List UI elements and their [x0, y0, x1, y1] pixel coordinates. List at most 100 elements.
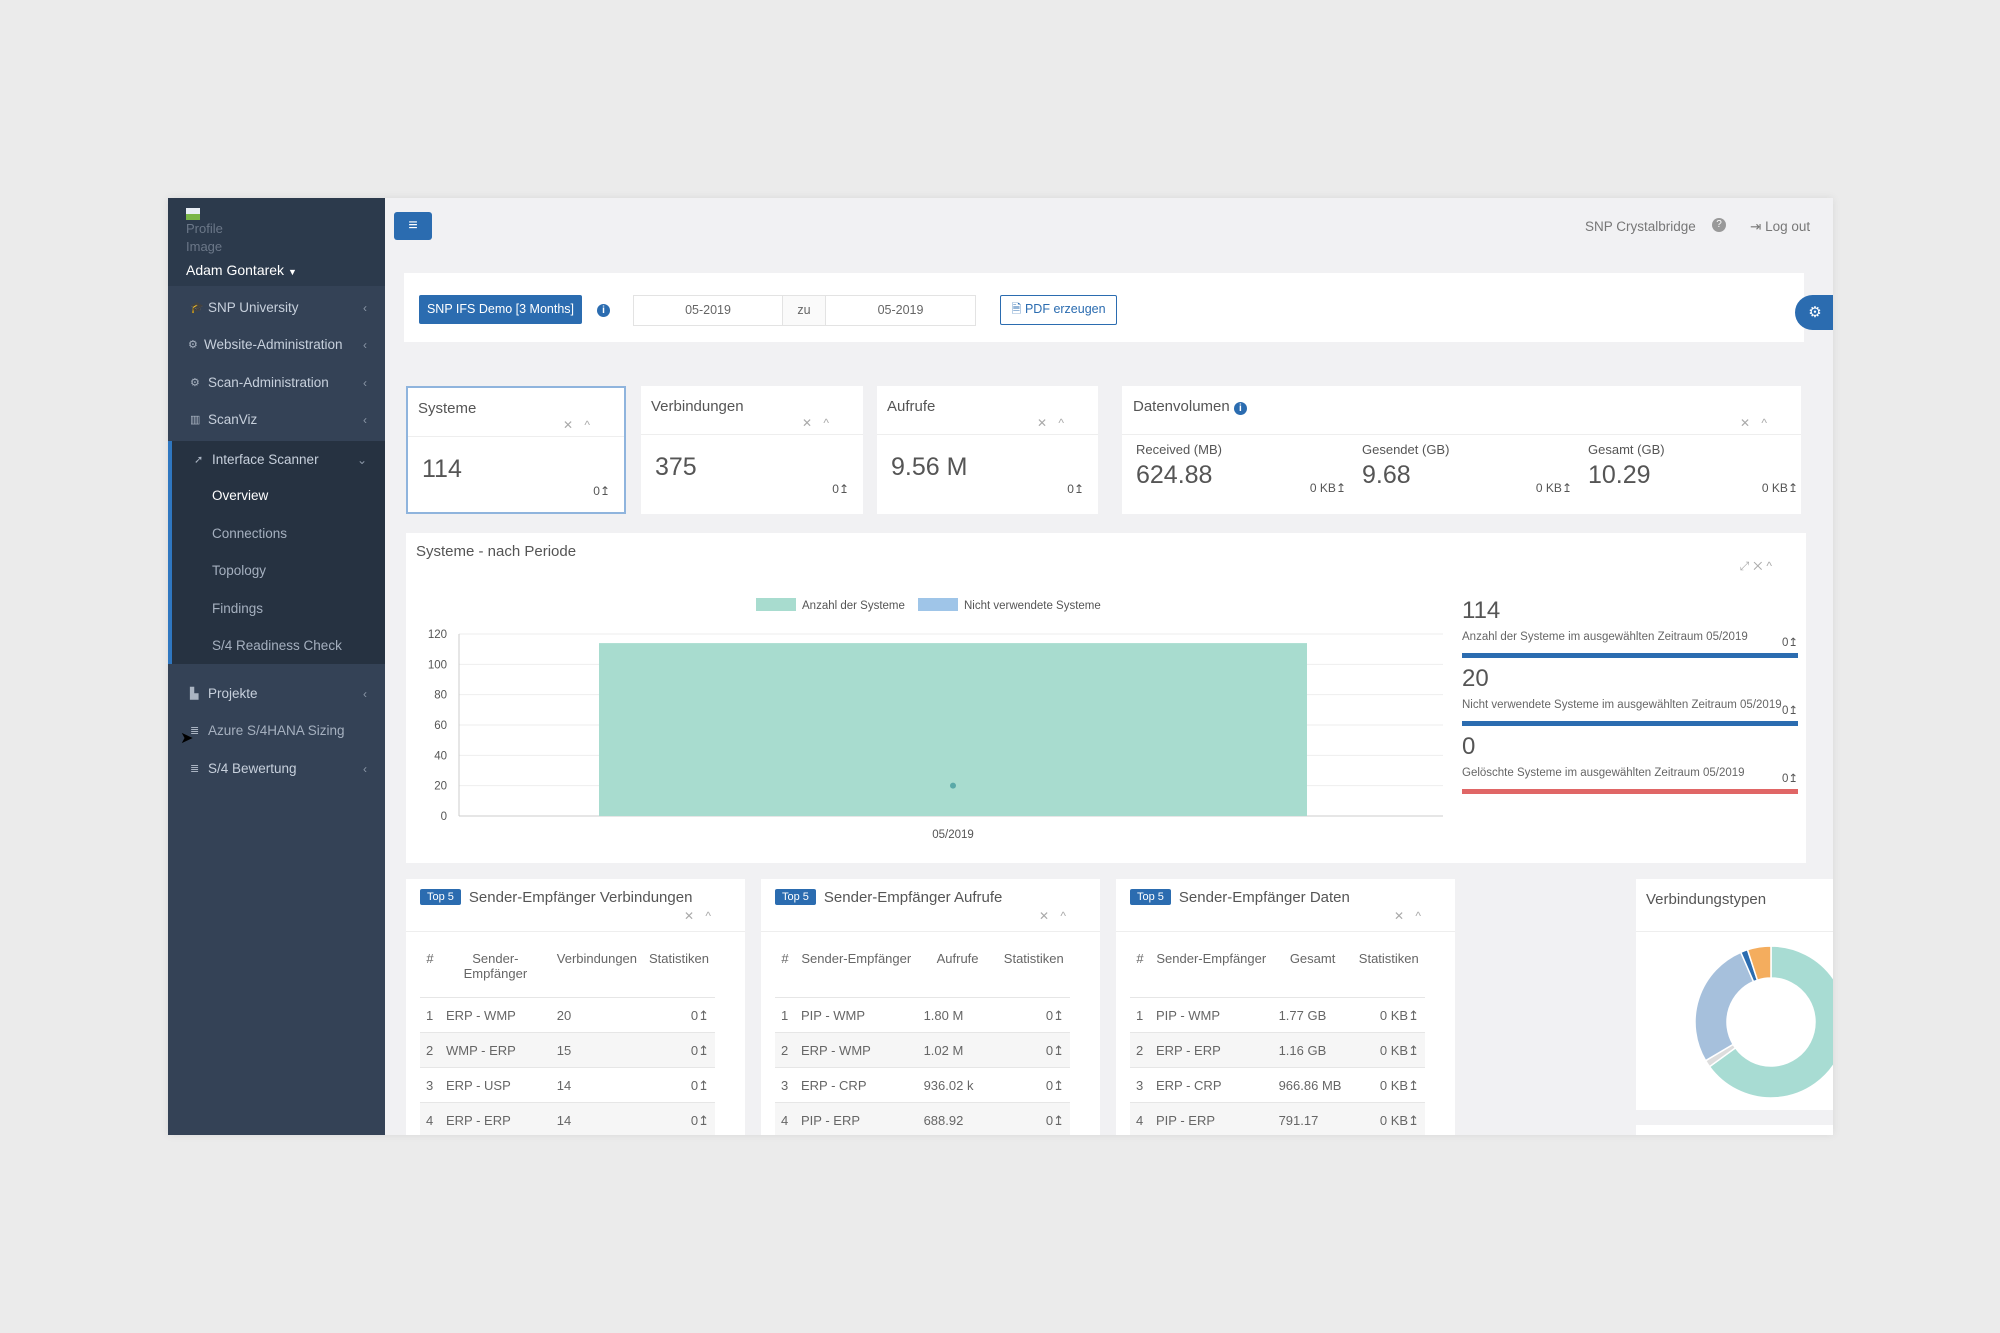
column-header[interactable]: Aufrufe	[936, 951, 979, 966]
info-icon[interactable]: i	[597, 304, 610, 317]
panel-tools[interactable]: ✕ ^	[1393, 909, 1425, 923]
datenvolumen-item: Gesendet (GB) 9.68 0 KB↥	[1362, 442, 1572, 512]
panel-tools[interactable]: ✕ ^	[1038, 909, 1070, 923]
table-cell: ERP - WMP	[795, 1031, 918, 1067]
table-row[interactable]: 1 ERP - WMP 20 0↥	[420, 996, 715, 1032]
point-nicht-verwendete-systeme[interactable]	[950, 782, 956, 789]
panel-title: Verbindungstypen	[1646, 891, 1767, 908]
legend-label[interactable]: Anzahl der Systeme	[802, 600, 905, 612]
card-tools[interactable]: ✕ ^	[1036, 416, 1068, 430]
summary-bar	[1462, 721, 1798, 726]
panel-tools[interactable]: ⤢✕^	[1739, 559, 1776, 573]
table-row[interactable]: 2 ERP - WMP 1.02 M 0↥	[775, 1031, 1070, 1067]
table-cell: PIP - ERP	[1150, 1101, 1273, 1135]
table-row[interactable]: 3 ERP - USP 14 0↥	[420, 1066, 715, 1102]
sidebar-subitem-topology[interactable]: Topology	[212, 563, 267, 578]
card-title: Verbindungen	[651, 398, 744, 415]
sign-out-icon: ⇥	[1750, 219, 1762, 234]
table-row[interactable]: 4 PIP - ERP 791.17 0 KB↥	[1130, 1101, 1425, 1135]
table-row[interactable]: 4 PIP - ERP 688.92 0↥	[775, 1101, 1070, 1135]
x-tick-label: 05/2019	[932, 829, 974, 841]
bar-anzahl-systeme[interactable]	[599, 643, 1307, 816]
card-tools[interactable]: ✕ ^	[801, 416, 833, 430]
table-row[interactable]: 1 PIP - WMP 1.80 M 0↥	[775, 996, 1070, 1032]
trend-arrow-icon: ↥	[599, 484, 610, 498]
sidebar-subitem-overview[interactable]: Overview	[212, 488, 269, 503]
table-cell: 966.86 MB	[1272, 1066, 1353, 1102]
next-panel	[1636, 1125, 1833, 1135]
stat-card-verbindungen: Verbindungen ✕ ^ 375 0↥	[641, 386, 863, 514]
donut-slice-rfc[interactable]	[1694, 951, 1755, 1062]
sidebar-item-scanviz[interactable]: ▥ ScanViz ‹	[190, 412, 367, 427]
table-cell: 0↥	[643, 1101, 715, 1135]
table-cell: 1.77 GB	[1272, 996, 1353, 1032]
date-from-input[interactable]: 05-2019	[633, 295, 783, 326]
donut-slice-pi[interactable]	[1708, 945, 1833, 1099]
summary-delta: 0↥	[1781, 773, 1798, 785]
top5-table: # Sender-Empfänger Aufrufe Statistiken 1 PIP …	[775, 943, 1070, 1135]
logout-link[interactable]: ⇥ Log out	[1750, 219, 1811, 234]
stat-card-aufrufe: Aufrufe ✕ ^ 9.56 M 0↥	[877, 386, 1098, 514]
legend-swatch	[756, 598, 796, 611]
table-row[interactable]: 2 ERP - ERP 1.16 GB 0 KB↥	[1130, 1031, 1425, 1067]
sidebar-item-projekte[interactable]: ▙ Projekte ‹	[190, 686, 367, 701]
hamburger-icon: ≡	[408, 217, 418, 234]
table-cell: 1	[775, 996, 795, 1032]
gears-icon: ⚙	[1808, 304, 1822, 321]
table-cell: 0↥	[997, 1031, 1070, 1067]
column-header[interactable]: Gesamt	[1289, 951, 1336, 966]
mouse-cursor-icon: ➤	[180, 730, 194, 747]
table-cell: 936.02 k	[917, 1066, 998, 1102]
table-cell: 4	[420, 1101, 440, 1135]
pdf-export-button[interactable]: 🗎 PDF erzeugen	[1000, 295, 1117, 325]
systeme-chart: 0 20 40 60 80 100 120 05/2019 Anzahl der Systeme…	[428, 598, 1443, 841]
column-header[interactable]: #	[781, 951, 789, 966]
graduation-cap-icon: 🎓	[190, 302, 204, 314]
column-header[interactable]: Sender-Empfänger	[1156, 951, 1267, 966]
sidebar-item-s4-bewertung[interactable]: ≣ S/4 Bewertung ‹	[190, 761, 367, 776]
item-label: Gesendet (GB)	[1362, 442, 1450, 457]
table-row[interactable]: 4 ERP - ERP 14 0↥	[420, 1101, 715, 1135]
sidebar-item-snp-university[interactable]: 🎓 SNP University ‹	[190, 300, 367, 315]
column-header[interactable]: #	[1136, 951, 1144, 966]
sidebar-subitem-s4-readiness-check[interactable]: S/4 Readiness Check	[212, 638, 342, 653]
summary-value: 20	[1462, 665, 1489, 692]
bar-chart-icon: ▥	[190, 414, 201, 426]
table-row[interactable]: 2 WMP - ERP 15 0↥	[420, 1031, 715, 1067]
sidebar-subitem-findings[interactable]: Findings	[212, 601, 264, 616]
scan-select-button[interactable]: SNP IFS Demo [3 Months]	[419, 295, 582, 324]
table-cell: 1	[420, 996, 440, 1032]
stat-card-systeme: Systeme ✕ ^ 114 0↥	[406, 386, 626, 514]
legend-label[interactable]: Nicht verwendete Systeme	[964, 600, 1101, 612]
column-header[interactable]: Sender-Empfänger	[463, 951, 528, 981]
table-row[interactable]: 3 ERP - CRP 936.02 k 0↥	[775, 1066, 1070, 1102]
panel-title: Top 5 Sender-Empfänger Aufrufe	[775, 889, 1002, 906]
sidebar-item-website-administration[interactable]: ⚙ Website-Administration ‹	[188, 337, 367, 352]
sidebar-subitem-connections[interactable]: Connections	[212, 526, 288, 541]
table-row[interactable]: 1 PIP - WMP 1.77 GB 0 KB↥	[1130, 996, 1425, 1032]
column-header[interactable]: Sender-Empfänger	[801, 951, 912, 966]
column-header[interactable]: #	[426, 951, 434, 966]
chevron-left-icon: ‹	[363, 375, 367, 390]
column-header[interactable]: Statistiken	[649, 951, 709, 966]
table-cell: 2	[1130, 1031, 1150, 1067]
sidebar-item-interface-scanner[interactable]: ➚ Interface Scanner ⌄	[194, 452, 367, 467]
column-header[interactable]: Statistiken	[1003, 951, 1064, 966]
card-tools[interactable]: ✕ ^	[1739, 416, 1771, 430]
chevron-down-icon: ⌄	[356, 452, 367, 467]
sidebar-item-scan-administration[interactable]: ⚙ Scan-Administration ‹	[190, 375, 367, 390]
help-icon[interactable]: ?	[1712, 218, 1726, 232]
column-header[interactable]: Statistiken	[1358, 951, 1419, 966]
card-tools[interactable]: ✕ ^	[562, 418, 594, 432]
donut-slice-idoc[interactable]	[1746, 945, 1772, 982]
panel-tools[interactable]: ✕ ^	[683, 909, 715, 923]
info-icon[interactable]: i	[1233, 402, 1247, 415]
user-menu[interactable]: Adam Gontarek ▼	[186, 262, 297, 278]
date-to-input[interactable]: 05-2019	[826, 295, 976, 326]
table-cell: 791.17	[1272, 1101, 1353, 1135]
sidebar-item-azure-s4hana-sizing[interactable]: ≣ Azure S/4HANA Sizing	[190, 723, 345, 738]
table-row[interactable]: 3 ERP - CRP 966.86 MB 0 KB↥	[1130, 1066, 1425, 1102]
column-header[interactable]: Verbindungen	[556, 951, 638, 966]
menu-toggle-button[interactable]: ≡	[394, 212, 432, 240]
settings-fab-button[interactable]: ⚙	[1795, 295, 1833, 330]
